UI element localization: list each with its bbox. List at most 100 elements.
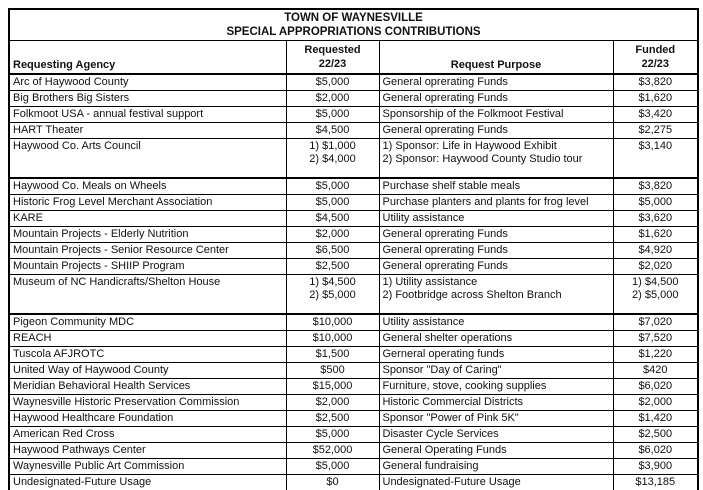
- cell-requested: $52,000: [285, 442, 380, 459]
- header-requested-line-2: 22/23: [318, 58, 347, 70]
- cell-funded: $2,000: [612, 394, 699, 411]
- cell-requested: $5,000: [285, 194, 380, 211]
- cell-agency: Pigeon Community MDC: [8, 313, 287, 331]
- cell-purpose: Sponsor "Day of Caring": [378, 362, 614, 379]
- cell-funded: $1,620: [612, 226, 699, 243]
- table-row: Haywood Co. Meals on Wheels $5,000 Purchas…: [8, 177, 699, 195]
- cell-funded: $7,020: [612, 313, 699, 331]
- cell-purpose: Sponsor "Power of Pink 5K": [378, 410, 614, 427]
- cell-agency: Big Brothers Big Sisters: [8, 90, 287, 107]
- cell-funded: $1,220: [612, 346, 699, 363]
- table-row: American Red Cross $5,000 Disaster Cycle S…: [8, 426, 699, 443]
- cell-requested: $5,000: [285, 426, 380, 443]
- cell-funded: $6,020: [612, 442, 699, 459]
- cell-requested: 1) $4,500 2) $5,000: [285, 274, 380, 315]
- cell-agency: Waynesville Historic Preservation Commis…: [8, 394, 287, 411]
- cell-purpose: Utility assistance: [378, 313, 614, 331]
- table-row: Haywood Pathways Center $52,000 General Op…: [8, 442, 699, 459]
- cell-purpose: Sponsorship of the Folkmoot Festival: [378, 106, 614, 123]
- table-row: Haywood Healthcare Foundation $2,500 Spons…: [8, 410, 699, 427]
- cell-requested: $500: [285, 362, 380, 379]
- cell-agency: Mountain Projects - Senior Resource Cent…: [8, 242, 287, 259]
- cell-agency: Historic Frog Level Merchant Association: [8, 194, 287, 211]
- cell-funded: $3,140: [612, 138, 699, 179]
- column-header-row: Requesting Agency Requested 22/23 Reques…: [8, 40, 699, 75]
- cell-requested: $15,000: [285, 378, 380, 395]
- cell-purpose: 1) Utility assistance 2) Footbridge acros…: [378, 274, 614, 315]
- cell-funded: $6,020: [612, 378, 699, 395]
- cell-purpose: 1) Sponsor: Life in Haywood Exhibit 2) Sp…: [378, 138, 614, 179]
- table-row: Mountain Projects - SHIIP Program $2,500 G…: [8, 258, 699, 275]
- cell-agency: Waynesville Public Art Commission: [8, 458, 287, 475]
- table-row: Folkmoot USA - annual festival support $5…: [8, 106, 699, 123]
- cell-funded: $5,000: [612, 194, 699, 211]
- title-line-1: TOWN OF WAYNESVILLE: [284, 12, 423, 24]
- header-request-purpose: Request Purpose: [378, 40, 614, 75]
- cell-agency: Haywood Pathways Center: [8, 442, 287, 459]
- cell-requested: $2,000: [285, 90, 380, 107]
- cell-requested: $4,500: [285, 210, 380, 227]
- table-row: Haywood Co. Arts Council 1) $1,000 2) $4,0…: [8, 138, 699, 179]
- cell-purpose: General shelter operations: [378, 330, 614, 347]
- cell-funded: $420: [612, 362, 699, 379]
- table-row: United Way of Haywood County $500 Sponsor …: [8, 362, 699, 379]
- cell-requested: $2,000: [285, 226, 380, 243]
- cell-requested: $10,000: [285, 313, 380, 331]
- table-row: Arc of Haywood County $5,000 General oprer…: [8, 73, 699, 91]
- cell-funded: $2,020: [612, 258, 699, 275]
- table-row: Undesignated-Future Usage $0 Undesignated-…: [8, 474, 699, 490]
- cell-requested: $5,000: [285, 106, 380, 123]
- cell-funded: $13,185: [612, 474, 699, 490]
- cell-purpose: Purchase planters and plants for frog le…: [378, 194, 614, 211]
- cell-agency: United Way of Haywood County: [8, 362, 287, 379]
- cell-funded: $2,275: [612, 122, 699, 139]
- cell-funded: $2,500: [612, 426, 699, 443]
- table-row: Mountain Projects - Elderly Nutrition $2,…: [8, 226, 699, 243]
- cell-agency: Mountain Projects - Elderly Nutrition: [8, 226, 287, 243]
- table-row: Mountain Projects - Senior Resource Cent…: [8, 242, 699, 259]
- cell-agency: Arc of Haywood County: [8, 73, 287, 91]
- cell-requested: $5,000: [285, 73, 380, 91]
- cell-funded: $3,900: [612, 458, 699, 475]
- cell-agency: Haywood Co. Meals on Wheels: [8, 177, 287, 195]
- cell-purpose: Undesignated-Future Usage: [378, 474, 614, 490]
- cell-purpose: General oprerating Funds: [378, 90, 614, 107]
- cell-purpose: General oprerating Funds: [378, 242, 614, 259]
- cell-agency: Folkmoot USA - annual festival support: [8, 106, 287, 123]
- header-funded-line-1: Funded: [635, 44, 676, 56]
- cell-agency: American Red Cross: [8, 426, 287, 443]
- cell-purpose: General oprerating Funds: [378, 73, 614, 91]
- cell-funded: $1,420: [612, 410, 699, 427]
- cell-agency: Museum of NC Handicrafts/Shelton House: [8, 274, 287, 315]
- cell-purpose: General fundraising: [378, 458, 614, 475]
- table-title: TOWN OF WAYNESVILLE SPECIAL APPROPRIATIO…: [8, 8, 699, 41]
- table-row: Historic Frog Level Merchant Association…: [8, 194, 699, 211]
- table-row: Waynesville Historic Preservation Commis…: [8, 394, 699, 411]
- cell-requested: $5,000: [285, 177, 380, 195]
- table-row: Pigeon Community MDC $10,000 Utility assis…: [8, 313, 699, 331]
- table-row: Meridian Behavioral Health Services $15,0…: [8, 378, 699, 395]
- cell-agency: Haywood Healthcare Foundation: [8, 410, 287, 427]
- header-funded: Funded 22/23: [612, 40, 699, 75]
- cell-requested: $2,000: [285, 394, 380, 411]
- cell-purpose: General oprerating Funds: [378, 226, 614, 243]
- table-row: Big Brothers Big Sisters $2,000 General op…: [8, 90, 699, 107]
- title-row: TOWN OF WAYNESVILLE SPECIAL APPROPRIATIO…: [8, 8, 699, 41]
- cell-requested: $0: [285, 474, 380, 490]
- table-row: REACH $10,000 General shelter operations $7…: [8, 330, 699, 347]
- table-row: Museum of NC Handicrafts/Shelton House 1)…: [8, 274, 699, 315]
- cell-agency: Meridian Behavioral Health Services: [8, 378, 287, 395]
- cell-purpose: Historic Commercial Districts: [378, 394, 614, 411]
- cell-purpose: Disaster Cycle Services: [378, 426, 614, 443]
- cell-purpose: Purchase shelf stable meals: [378, 177, 614, 195]
- header-funded-line-2: 22/23: [641, 58, 670, 70]
- cell-funded: $3,620: [612, 210, 699, 227]
- cell-agency: REACH: [8, 330, 287, 347]
- table-row: HART Theater $4,500 General oprerating Fun…: [8, 122, 699, 139]
- cell-purpose: General Operating Funds: [378, 442, 614, 459]
- cell-purpose: Furniture, stove, cooking supplies: [378, 378, 614, 395]
- cell-requested: $4,500: [285, 122, 380, 139]
- table-row: Waynesville Public Art Commission $5,000 G…: [8, 458, 699, 475]
- cell-requested: $1,500: [285, 346, 380, 363]
- cell-purpose: General oprerating Funds: [378, 122, 614, 139]
